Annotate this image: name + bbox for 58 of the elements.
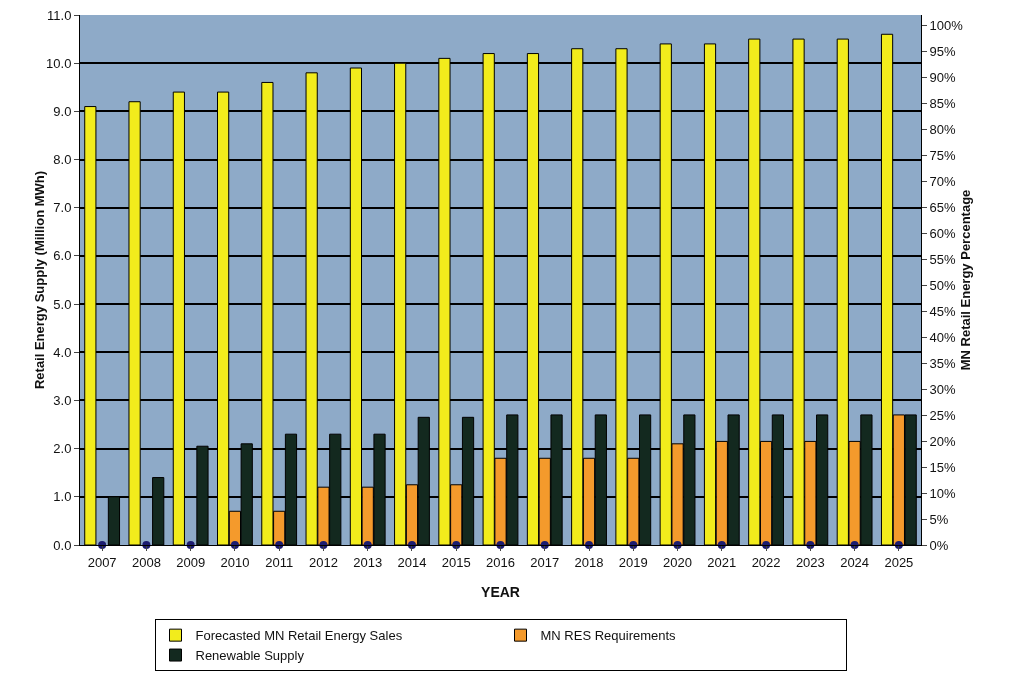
x-tick-label: 2011 <box>265 554 294 570</box>
x-tick-label: 2019 <box>618 554 648 570</box>
y-tick-label: 6.0 <box>53 248 72 264</box>
x-tick-label: 2010 <box>220 554 250 570</box>
y2-tick-label: 60% <box>929 225 957 241</box>
x-tick-label: 2009 <box>176 554 206 570</box>
x-tick-label: 2024 <box>840 554 870 570</box>
y2-tick-label: 20% <box>929 433 957 449</box>
y-tick-label: 4.0 <box>53 344 72 360</box>
y2-tick-label: 90% <box>929 69 957 85</box>
y2-axis-title: MN Retail Energy Percentage <box>958 189 974 371</box>
y2-tick-label: 35% <box>929 355 957 371</box>
x-tick-label: 2020 <box>663 554 693 570</box>
y2-tick-label: 75% <box>929 147 957 163</box>
x-tick-label: 2008 <box>131 554 161 570</box>
y-tick-label: 2.0 <box>53 441 72 457</box>
y2-tick-label: 5% <box>929 511 949 527</box>
y2-tick-label: 30% <box>929 381 957 397</box>
x-tick-label: 2022 <box>751 554 781 570</box>
y-tick-label: 7.0 <box>53 200 72 216</box>
y2-tick-label: 80% <box>929 121 957 137</box>
legend-label: Forecasted MN Retail Energy Sales <box>195 628 403 644</box>
y2-tick-label: 55% <box>929 251 957 267</box>
y-tick-label: 11.0 <box>47 7 72 23</box>
y2-tick-label: 65% <box>929 199 957 215</box>
y2-tick-label: 70% <box>929 173 957 189</box>
y2-tick-label: 10% <box>929 485 957 501</box>
y-tick-label: 3.0 <box>53 393 72 408</box>
x-tick-label: 2012 <box>308 554 338 570</box>
y2-tick-label: 25% <box>929 407 957 423</box>
y2-tick-label: 15% <box>929 459 957 475</box>
x-tick-label: 2015 <box>441 554 471 570</box>
x-tick-label: 2016 <box>486 554 515 570</box>
y2-tick-label: 100% <box>929 17 964 33</box>
x-tick-label: 2021 <box>707 554 737 570</box>
x-tick-label: 2018 <box>574 554 604 570</box>
y-axis-title: Retail Energy Supply (Million MWh) <box>32 170 47 390</box>
x-tick-label: 2017 <box>530 554 560 570</box>
y-tick-label: 0.0 <box>53 537 72 553</box>
y2-tick-label: 50% <box>929 277 957 293</box>
x-axis-title: YEAR <box>481 584 520 600</box>
x-tick-label: 2025 <box>884 554 914 570</box>
y2-tick-label: 45% <box>929 303 957 319</box>
x-tick-label: 2013 <box>353 554 383 570</box>
legend-label: MN RES Requirements <box>540 628 677 644</box>
x-tick-label: 2023 <box>795 554 825 570</box>
y2-tick-label: 95% <box>929 43 957 59</box>
y2-tick-label: 85% <box>929 95 957 111</box>
legend-label: Renewable Supply <box>195 648 305 664</box>
y-tick-label: 10.0 <box>46 55 72 71</box>
y2-tick-label: 0% <box>929 537 949 553</box>
x-tick-label: 2007 <box>87 554 117 570</box>
y2-tick-label: 40% <box>929 329 957 345</box>
y-tick-label: 5.0 <box>53 296 72 312</box>
y-tick-label: 1.0 <box>53 489 72 505</box>
y-tick-label: 8.0 <box>53 152 72 168</box>
y-tick-label: 9.0 <box>53 103 72 119</box>
x-tick-label: 2014 <box>397 554 427 570</box>
